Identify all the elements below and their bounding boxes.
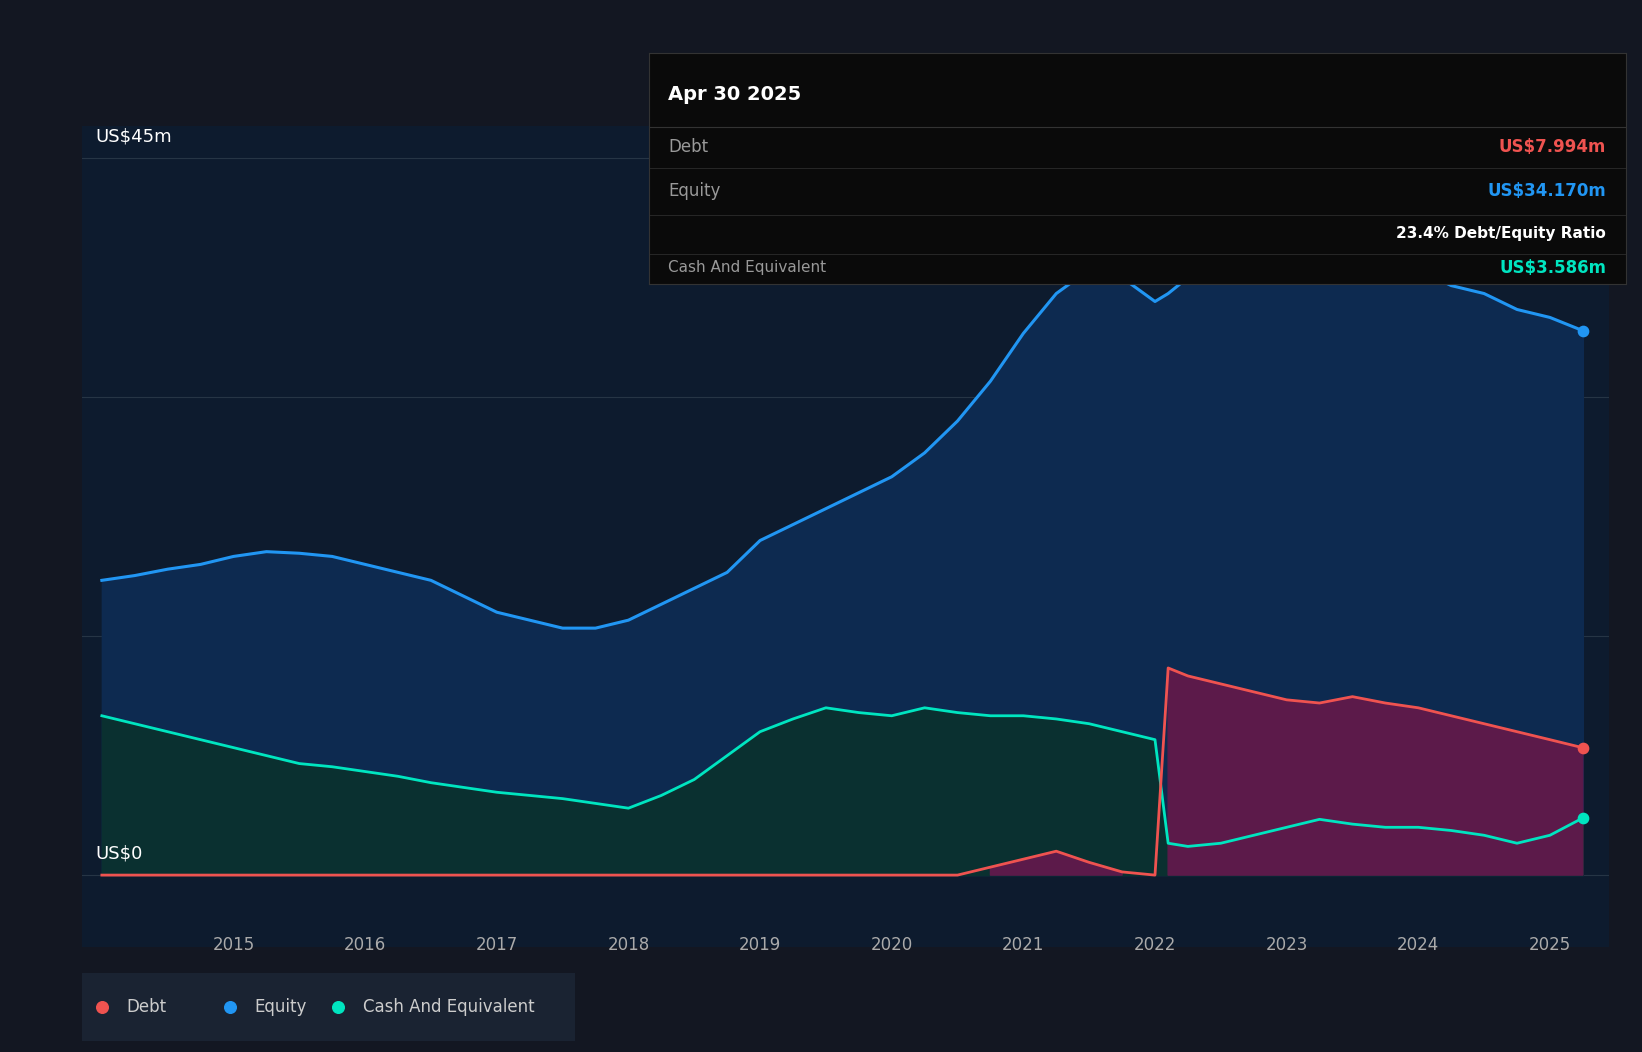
Point bbox=[217, 999, 243, 1016]
Text: Cash And Equivalent: Cash And Equivalent bbox=[668, 260, 826, 276]
Text: 2018: 2018 bbox=[608, 935, 650, 954]
Text: Equity: Equity bbox=[255, 998, 307, 1016]
Text: 2019: 2019 bbox=[739, 935, 782, 954]
Text: US$0: US$0 bbox=[95, 845, 143, 863]
Text: Debt: Debt bbox=[126, 998, 166, 1016]
Text: 2021: 2021 bbox=[1002, 935, 1044, 954]
Point bbox=[325, 999, 351, 1016]
Text: Debt: Debt bbox=[668, 139, 708, 157]
Text: US$3.586m: US$3.586m bbox=[1499, 259, 1606, 277]
Text: 2020: 2020 bbox=[870, 935, 913, 954]
Point bbox=[89, 999, 115, 1016]
Text: 2023: 2023 bbox=[1266, 935, 1307, 954]
Point bbox=[1570, 810, 1596, 827]
Text: US$45m: US$45m bbox=[95, 127, 172, 145]
Text: Cash And Equivalent: Cash And Equivalent bbox=[363, 998, 535, 1016]
Text: 2016: 2016 bbox=[345, 935, 386, 954]
Point bbox=[1570, 322, 1596, 339]
Text: 2015: 2015 bbox=[212, 935, 255, 954]
Point bbox=[1570, 740, 1596, 756]
Text: 2022: 2022 bbox=[1135, 935, 1176, 954]
Text: Equity: Equity bbox=[668, 182, 721, 201]
Text: 2025: 2025 bbox=[1529, 935, 1571, 954]
Text: US$34.170m: US$34.170m bbox=[1488, 182, 1606, 201]
Text: 2024: 2024 bbox=[1397, 935, 1440, 954]
Text: 23.4% Debt/Equity Ratio: 23.4% Debt/Equity Ratio bbox=[1396, 225, 1606, 241]
Text: US$7.994m: US$7.994m bbox=[1499, 139, 1606, 157]
Text: Apr 30 2025: Apr 30 2025 bbox=[668, 85, 801, 104]
Text: 2017: 2017 bbox=[476, 935, 517, 954]
